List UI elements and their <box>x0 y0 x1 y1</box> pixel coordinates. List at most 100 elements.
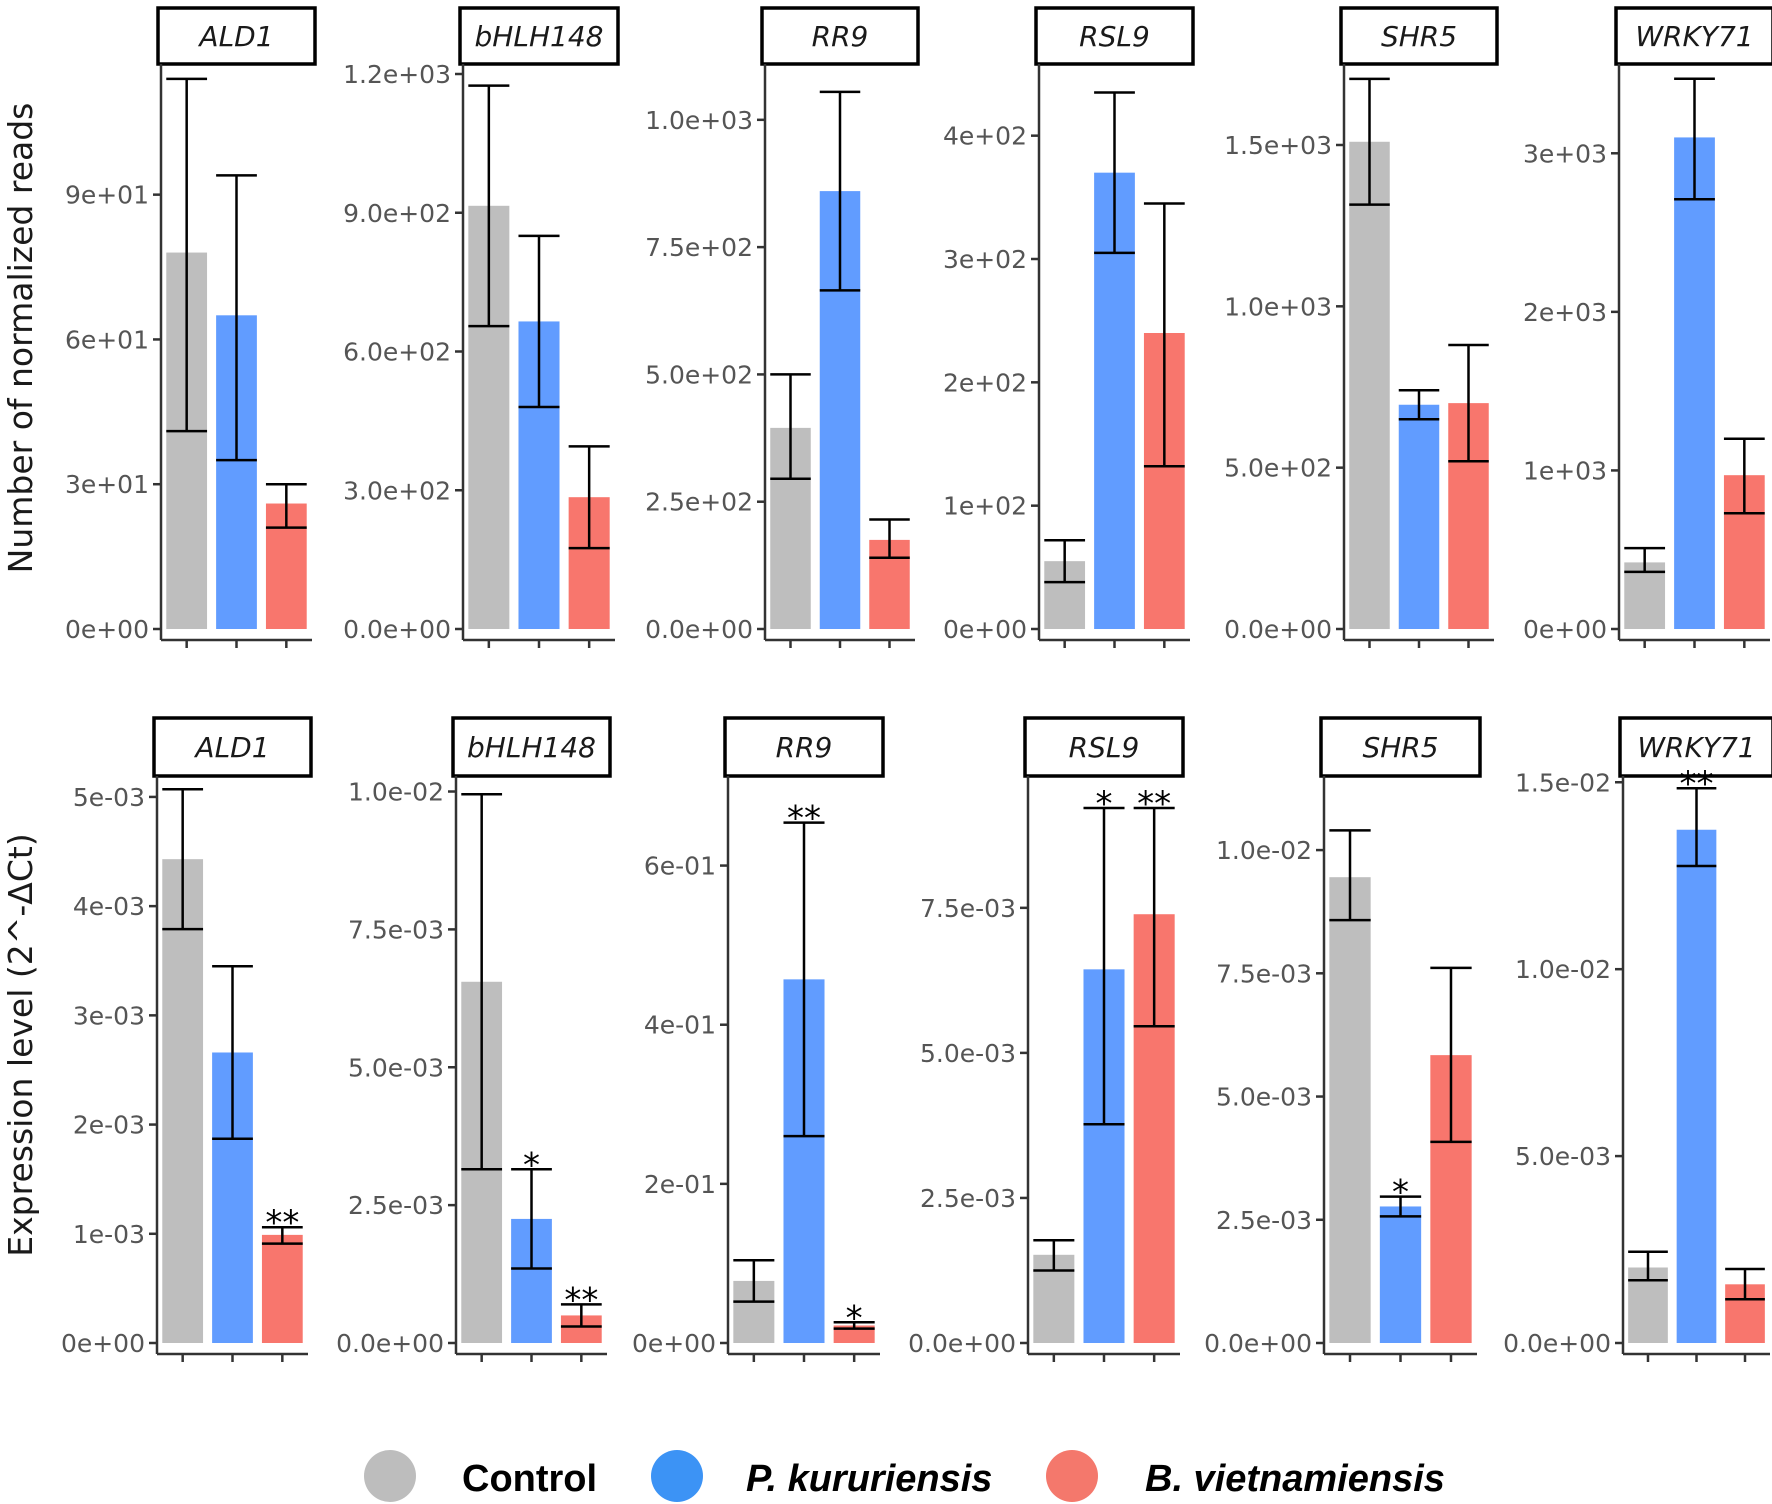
facet-strip <box>760 6 920 66</box>
legend-swatch-control <box>364 1450 416 1502</box>
bar-p-kururiensis <box>1398 404 1440 629</box>
bar-control <box>1624 562 1666 629</box>
y-tick-label: 3e+02 <box>943 245 1027 274</box>
significance-marker: * <box>523 1145 540 1185</box>
significance-marker: ** <box>1137 784 1171 824</box>
y-tick-label: 2.5e-03 <box>1216 1206 1312 1235</box>
y-tick-label: 6e-01 <box>644 852 716 881</box>
y-tick-label: 5.0e-03 <box>1216 1083 1312 1112</box>
error-bar-p-kururiensis <box>511 1168 552 1270</box>
y-tick-label: 5.0e-03 <box>920 1039 1016 1068</box>
y-tick-label: 0.0e+00 <box>343 615 451 644</box>
legend-swatch-p-kururiensis <box>651 1450 703 1502</box>
facet-strip <box>1034 6 1195 66</box>
bar-p-kururiensis <box>1674 137 1715 629</box>
error-bar-control <box>468 84 510 328</box>
facet-title: RR9 <box>812 20 869 53</box>
y-tick-label: 4e-01 <box>644 1011 716 1040</box>
facet-strip <box>451 716 612 778</box>
y-tick-label: 5.0e-03 <box>348 1053 444 1082</box>
error-bar-control <box>770 373 811 481</box>
facet-reads-ald1: ALD1 0e+00 3e+01 6e+01 9e+01 <box>65 6 317 648</box>
y-tick-label: 1.0e-02 <box>1515 955 1611 984</box>
error-bar-p-kururiensis <box>1676 786 1717 868</box>
significance-marker: * <box>1392 1173 1409 1213</box>
y-tick-label: 2.5e-03 <box>348 1191 444 1220</box>
facet-qpcr-wrky71: WRKY71** 0.0e+00 5.0e-03 1.0e-02 1.5e-02 <box>1503 716 1772 1362</box>
facet-strip <box>152 716 313 778</box>
facet-qpcr-bhlh148: bHLH148***0.0e+002.5e-035.0e-037.5e-031.… <box>336 716 612 1362</box>
y-tick-label: 0e+00 <box>943 615 1027 644</box>
error-bar-b-vietnamiensis <box>833 1321 875 1330</box>
error-bar-p-kururiensis <box>1094 91 1135 255</box>
error-bar-b-vietnamiensis <box>869 518 910 559</box>
y-tick-label: 0e+00 <box>61 1329 145 1358</box>
error-bar-p-kururiensis <box>1379 1195 1422 1218</box>
bottom-y-axis-title: Expression level (2^-ΔCt) <box>1 833 40 1256</box>
significance-marker: ** <box>265 1203 299 1243</box>
y-tick-label: 0.0e+00 <box>1204 1329 1312 1358</box>
error-bar-control <box>162 788 204 931</box>
top-y-axis-title: Number of normalized reads <box>1 103 40 574</box>
y-tick-label: 7.5e+02 <box>645 233 753 262</box>
error-bar-control <box>1349 77 1390 206</box>
bar-control <box>1329 877 1371 1343</box>
y-tick-label: 4e-03 <box>73 892 145 921</box>
error-bar-b-vietnamiensis <box>1723 437 1765 515</box>
y-tick-label: 1e+02 <box>943 492 1027 521</box>
y-tick-label: 1.0e-02 <box>1216 836 1312 865</box>
facet-reads-bhlh148: bHLH148 0.0e+00 3.0e+02 6.0e+02 9.0e+02 1.2e+… <box>343 6 620 648</box>
y-tick-label: 3e+01 <box>65 470 149 499</box>
error-bar-p-kururiensis <box>216 174 257 462</box>
facet-title: WRKY71 <box>1635 20 1753 53</box>
error-bar-control <box>1628 1250 1668 1282</box>
legend-label-p-kururiensis: P. kururiensis <box>746 1458 992 1500</box>
y-tick-label: 9.0e+02 <box>343 199 451 228</box>
significance-marker: ** <box>564 1280 598 1320</box>
facet-title: SHR5 <box>1362 731 1438 764</box>
facet-strip <box>1023 716 1185 778</box>
y-tick-label: 2e+03 <box>1523 298 1607 327</box>
y-tick-label: 1.0e+03 <box>1224 292 1332 321</box>
facet-reads-rsl9: RSL9 0e+00 1e+02 2e+02 3e+02 4e+02 <box>943 6 1195 648</box>
y-tick-label: 2.5e+02 <box>645 488 753 517</box>
error-bar-control <box>1329 829 1371 922</box>
y-tick-label: 2.5e-03 <box>920 1184 1016 1213</box>
y-tick-label: 9e+01 <box>65 181 149 210</box>
error-bar-p-kururiensis <box>1398 388 1440 421</box>
facet-title: ALD1 <box>193 731 269 764</box>
y-tick-label: 6.0e+02 <box>343 338 451 367</box>
y-tick-label: 6e+01 <box>65 325 149 354</box>
y-tick-label: 1e+03 <box>1523 456 1607 485</box>
bar-control <box>162 859 204 1343</box>
y-tick-label: 0.0e+00 <box>336 1329 444 1358</box>
y-tick-label: 0.0e+00 <box>1224 615 1332 644</box>
facet-strip <box>1319 716 1482 778</box>
y-tick-label: 7.5e-03 <box>1216 959 1312 988</box>
y-tick-label: 2e-03 <box>73 1111 145 1140</box>
bar-control <box>1349 141 1390 629</box>
facet-title: bHLH148 <box>467 731 596 764</box>
facet-title: bHLH148 <box>475 20 604 53</box>
error-bar-p-kururiensis <box>212 964 253 1141</box>
legend-swatch-b-vietnamiensis <box>1046 1450 1098 1502</box>
facet-strip <box>458 6 620 66</box>
bar-p-kururiensis <box>1379 1206 1422 1343</box>
error-bar-b-vietnamiensis <box>568 445 610 550</box>
legend-label-b-vietnamiensis: B. vietnamiensis <box>1145 1458 1445 1500</box>
error-bar-b-vietnamiensis <box>1448 343 1489 463</box>
y-tick-label: 5.0e+02 <box>645 360 753 389</box>
error-bar-b-vietnamiensis <box>1143 202 1185 468</box>
y-tick-label: 0.0e+00 <box>645 615 753 644</box>
error-bar-control <box>166 77 208 433</box>
error-bar-control <box>1033 1239 1075 1272</box>
error-bar-control <box>461 793 503 1171</box>
facet-title: RSL9 <box>1079 20 1150 53</box>
legend-label-control: Control <box>462 1458 597 1500</box>
facet-title: RR9 <box>776 731 833 764</box>
facet-qpcr-ald1: ALD1 ** 0e+00 1e-03 2e-03 3e-03 4e-03 5e-03 <box>61 716 313 1362</box>
error-bar-control <box>1624 546 1666 574</box>
error-bar-b-vietnamiensis <box>560 1303 602 1328</box>
facet-panels: ALD1 0e+00 3e+01 6e+01 9e+01 bHLH148 0.0e+00 3.… <box>61 6 1772 1362</box>
